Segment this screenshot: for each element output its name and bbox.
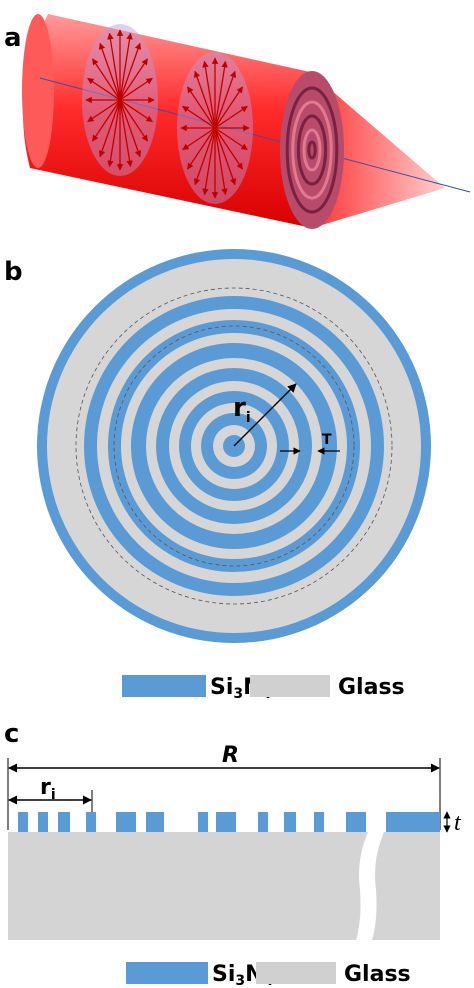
radius-subscript: i <box>246 410 251 426</box>
lens-ring <box>291 100 333 200</box>
field-arrow <box>107 32 121 101</box>
break-mark <box>356 832 384 940</box>
field-arrow <box>214 127 237 186</box>
focus-cone <box>310 72 445 228</box>
field-arrow <box>91 58 121 101</box>
field-arrow <box>107 99 121 168</box>
legend-part: Si <box>212 962 235 987</box>
si3n4-block <box>198 812 208 832</box>
lens-ring <box>307 140 317 160</box>
zone-boundary <box>113 325 355 567</box>
radius-arrow <box>233 383 297 447</box>
lens-face <box>280 71 344 229</box>
axis <box>39 77 471 193</box>
si3n4-block <box>314 812 324 832</box>
legend-swatch <box>256 962 336 984</box>
field-arrow <box>119 99 153 123</box>
legend-part: 3 <box>235 973 245 988</box>
field-arrow <box>214 86 244 129</box>
si3n4-block <box>346 812 366 832</box>
lens-ring <box>296 114 328 186</box>
field-arrow <box>98 42 121 101</box>
field-arrow <box>182 105 216 129</box>
panel-label: c <box>4 719 19 749</box>
field-arrow <box>186 86 216 129</box>
zone-boundary <box>75 287 393 605</box>
field-arrow <box>214 127 248 151</box>
field-arrow <box>119 58 149 101</box>
panel-label: a <box>4 23 22 53</box>
radius-symbol: r <box>233 393 246 423</box>
si3n4-block <box>18 812 28 832</box>
field-arrow <box>202 60 216 129</box>
field-arrow <box>214 105 248 129</box>
cylinder <box>23 14 312 228</box>
legend-label: Glass <box>338 675 405 700</box>
period-label: T <box>322 432 332 448</box>
radius-label: ri <box>40 775 56 803</box>
si3n4-block <box>216 812 236 832</box>
field-arrow <box>87 99 121 123</box>
radius-subscript: i <box>51 787 56 803</box>
field-arrow <box>214 127 228 196</box>
lens-ring <box>302 128 322 172</box>
field-arrow <box>186 127 216 170</box>
panel-label: b <box>4 257 23 287</box>
field-arrow <box>91 99 121 142</box>
radius-symbol: r <box>40 775 51 800</box>
field-arrow <box>119 77 153 101</box>
legend-swatch <box>122 675 206 697</box>
lens-top-view <box>37 249 431 643</box>
field-arrow <box>98 99 121 158</box>
field-arrow <box>214 127 244 170</box>
field-arrow <box>119 99 149 142</box>
field-arrow <box>202 127 216 196</box>
field-arrow <box>193 127 216 186</box>
legend-swatch <box>126 962 208 984</box>
field-arrow <box>214 70 237 129</box>
field-arrow <box>182 127 216 151</box>
field-arrow <box>119 32 133 101</box>
field-arrow <box>87 77 121 101</box>
field-arrow <box>119 99 142 158</box>
cylinder-end <box>22 14 54 168</box>
si3n4-block <box>146 812 164 832</box>
legend-label: Glass <box>344 962 411 987</box>
si3n4-block <box>116 812 136 832</box>
si3n4-block <box>284 812 296 832</box>
legend-part: Si <box>210 675 233 700</box>
si3n4-block <box>386 812 440 832</box>
zone-profile <box>18 812 440 832</box>
field-arrow <box>214 60 228 129</box>
si3n4-block <box>86 812 96 832</box>
field-arrow <box>119 42 142 101</box>
si3n4-block <box>58 812 70 832</box>
radius-label: ri <box>233 393 251 426</box>
thickness-label: t <box>454 810 462 836</box>
legend-swatch <box>250 675 330 697</box>
field-arrow <box>119 99 133 168</box>
si3n4-block <box>38 812 48 832</box>
total-radius-label: R <box>222 743 239 768</box>
si3n4-block <box>258 812 268 832</box>
lens-ring <box>285 86 339 214</box>
field-arrow <box>193 70 216 129</box>
legend-part: 3 <box>233 686 243 702</box>
beam-illustration <box>22 14 471 229</box>
